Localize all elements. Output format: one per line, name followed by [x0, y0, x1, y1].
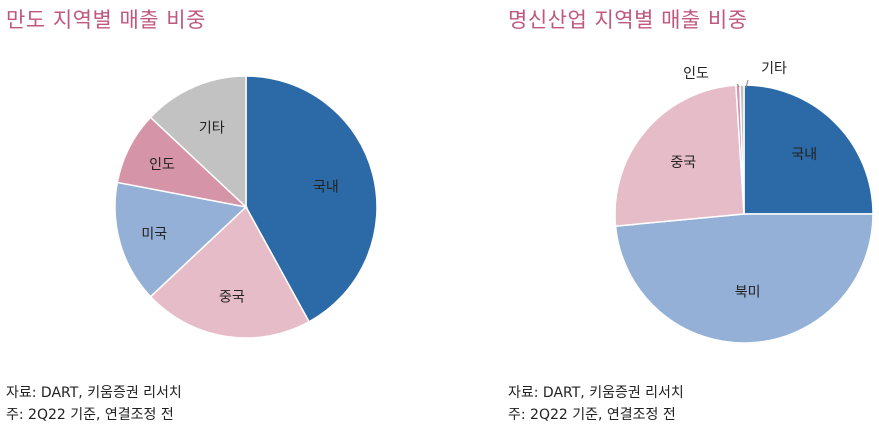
note-text: 주: 2Q22 기준, 연결조정 전 — [508, 407, 676, 423]
pie-slice-국내 — [743, 84, 874, 215]
slice-label-중국: 중국 — [670, 155, 696, 171]
pie-slice-중국 — [149, 205, 311, 339]
leader-line — [745, 79, 749, 89]
slice-label-기타: 기타 — [761, 61, 787, 77]
slice-label-인도: 인도 — [149, 157, 175, 173]
slice-label-북미: 북미 — [735, 284, 761, 300]
slice-label-미국: 미국 — [141, 227, 167, 243]
chart-title: 명신산업 지역별 매출 비중 — [508, 8, 748, 32]
slice-label-중국: 중국 — [219, 289, 245, 305]
note-text: 주: 2Q22 기준, 연결조정 전 — [6, 407, 174, 423]
pie-slice-기타 — [149, 75, 247, 209]
pie-slice-국내 — [245, 75, 378, 323]
pie-slice-중국 — [614, 84, 745, 227]
pie-slice-북미 — [614, 213, 874, 344]
source-text: 자료: DART, 키움증권 리서치 — [508, 385, 684, 401]
chart-title: 만도 지역별 매출 비중 — [6, 8, 206, 32]
slice-label-국내: 국내 — [791, 147, 817, 163]
source-text: 자료: DART, 키움증권 리서치 — [6, 385, 182, 401]
slice-label-국내: 국내 — [313, 180, 339, 196]
slice-label-기타: 기타 — [199, 121, 225, 137]
pie-slice-기타 — [739, 84, 745, 215]
slice-label-인도: 인도 — [683, 66, 709, 82]
pie-slice-미국 — [114, 181, 248, 298]
